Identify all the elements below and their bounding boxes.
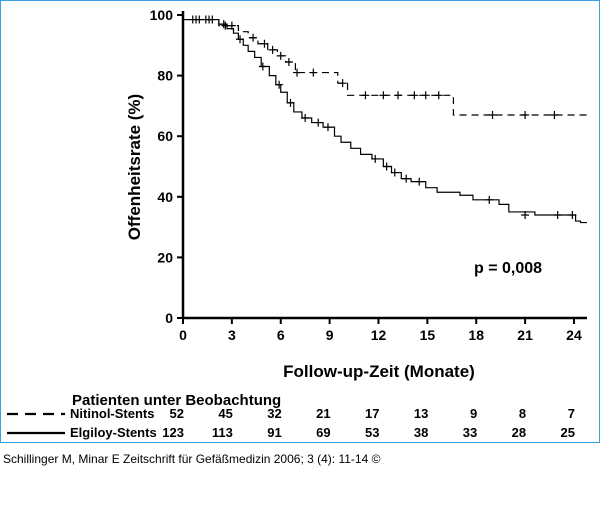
censor-mark	[219, 20, 228, 29]
y-tick-label: 80	[157, 68, 173, 84]
censor-mark	[258, 62, 267, 71]
y-tick-label: 60	[157, 128, 173, 144]
risk-count: 32	[267, 406, 281, 421]
censor-mark	[284, 57, 293, 66]
censor-mark	[488, 110, 497, 119]
censor-mark	[402, 174, 411, 183]
censor-mark	[382, 162, 391, 171]
censor-mark	[323, 123, 332, 132]
censor-mark	[293, 68, 302, 77]
p-value-annotation: p = 0,008	[474, 260, 542, 277]
censor-mark	[361, 91, 370, 100]
censor-mark	[390, 168, 399, 177]
risk-count: 91	[267, 425, 281, 440]
censor-mark	[236, 35, 245, 44]
risk-count: 7	[568, 406, 575, 421]
censor-mark	[314, 118, 323, 127]
y-tick-label: 20	[157, 249, 173, 265]
risk-count: 52	[170, 406, 184, 421]
x-tick-label: 24	[566, 327, 582, 343]
risk-table-title: Patienten unter Beobachtung	[72, 392, 281, 409]
censor-mark	[205, 15, 214, 24]
censor-mark	[276, 51, 285, 60]
censor-mark	[286, 98, 295, 107]
censor-mark	[338, 79, 347, 88]
risk-count: 113	[212, 425, 233, 440]
risk-count: 38	[414, 425, 428, 440]
series-line-nitinol-stents	[183, 18, 587, 116]
censor-mark	[521, 110, 530, 119]
risk-count: 123	[162, 425, 184, 440]
x-tick-label: 21	[517, 327, 533, 343]
censor-mark	[249, 33, 258, 42]
x-tick-label: 6	[277, 327, 285, 343]
censor-mark	[309, 68, 318, 77]
source-caption: Schillinger M, Minar E Zeitschrift für G…	[3, 452, 381, 466]
risk-count: 21	[316, 406, 330, 421]
series-line-elgiloy-stents	[183, 18, 587, 224]
x-axis-title: Follow-up-Zeit (Monate)	[283, 362, 475, 381]
risk-count: 17	[365, 406, 379, 421]
risk-count: 13	[414, 406, 428, 421]
x-tick-label: 15	[420, 327, 436, 343]
risk-count: 53	[365, 425, 379, 440]
risk-row-label: Nitinol-Stents	[70, 406, 155, 421]
censor-mark	[521, 210, 530, 219]
censor-mark	[379, 91, 388, 100]
censor-mark	[421, 91, 430, 100]
censor-mark	[394, 91, 403, 100]
censor-mark	[410, 91, 419, 100]
x-tick-label: 3	[228, 327, 236, 343]
censor-mark	[550, 110, 559, 119]
y-tick-label: 40	[157, 189, 173, 205]
censor-mark	[275, 80, 284, 89]
censor-mark	[434, 91, 443, 100]
risk-count: 8	[519, 406, 526, 421]
chart-frame: 0 20 40 60 80 100 0 3 6 9 12 15 18 21 24 Offenheitsrat…	[0, 0, 600, 443]
y-tick-label: 0	[165, 310, 173, 326]
risk-count: 25	[560, 425, 574, 440]
risk-table: Nitinol-Stents 52 45 32 21 17 13 9 8 7 Elgiloy-Ste…	[7, 406, 575, 440]
censor-mark	[260, 39, 269, 48]
risk-count: 45	[218, 406, 232, 421]
censor-mark	[568, 210, 577, 219]
x-tick-label: 18	[468, 327, 484, 343]
censor-mark	[371, 154, 380, 163]
x-tick-label: 9	[326, 327, 334, 343]
x-tick-label: 0	[179, 327, 187, 343]
censor-mark	[485, 195, 494, 204]
censor-mark	[301, 114, 310, 123]
x-tick-label: 12	[371, 327, 387, 343]
risk-count: 33	[463, 425, 477, 440]
risk-count: 9	[470, 406, 477, 421]
censor-mark	[415, 177, 424, 186]
censor-mark	[268, 45, 277, 54]
risk-count: 69	[316, 425, 330, 440]
risk-row-label: Elgiloy-Stents	[70, 425, 157, 440]
y-axis-title: Offenheitsrate (%)	[125, 94, 144, 240]
risk-count: 28	[512, 425, 526, 440]
censor-mark	[192, 15, 201, 24]
censor-mark	[553, 210, 562, 219]
y-tick-label: 100	[150, 7, 174, 23]
